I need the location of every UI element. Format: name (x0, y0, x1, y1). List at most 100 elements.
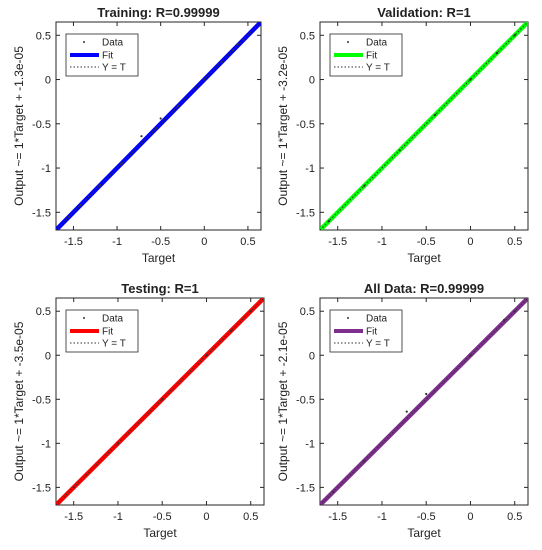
legend-label-fit: Fit (366, 51, 377, 62)
y-tick-label: -1.5 (296, 482, 315, 494)
legend-label-fit: Fit (102, 327, 113, 338)
y-tick-label: -1 (41, 438, 51, 450)
plot-panel-1: -1.5 -1 -0.5 0 0.5 -1.5 -1 -0.5 0 0.5 Training: R=… (12, 5, 262, 265)
data-point (98, 184, 101, 187)
fit-line (56, 22, 261, 230)
x-tick-label: 0 (467, 236, 473, 248)
y-tick-label: 0.5 (300, 30, 315, 42)
legend-label-data: Data (366, 38, 388, 49)
x-tick-label: -0.5 (417, 236, 436, 248)
data-point (469, 354, 472, 357)
data-point (242, 38, 245, 41)
y-tick-label: 0.5 (36, 30, 51, 42)
data-point (363, 459, 366, 463)
data-point (249, 310, 252, 313)
data-point (140, 135, 143, 138)
data-point (503, 318, 506, 322)
legend-label-data: Data (102, 314, 124, 325)
y-tick-label: 0 (45, 75, 51, 87)
data-point (513, 310, 516, 313)
data-point (155, 127, 158, 130)
legend-data-marker (83, 317, 85, 319)
y-axis-label: Output ~= 1*Target + -2.1e-05 (276, 321, 290, 481)
x-tick-label: 0.5 (240, 236, 255, 248)
data-point (495, 51, 499, 55)
legend-label-data: Data (366, 314, 388, 325)
plot-area (56, 22, 261, 230)
plot-area (320, 298, 528, 505)
plot-title: Training: R=0.99999 (97, 5, 219, 20)
x-tick-label: 0 (201, 236, 207, 248)
y-tick-label: -0.5 (296, 119, 315, 131)
data-point (220, 60, 223, 63)
data-point (67, 215, 71, 218)
y-tick-label: 0.5 (36, 306, 51, 318)
y-tick-label: -1 (41, 163, 51, 175)
data-point (79, 204, 82, 207)
plot-panel-2: -1.5 -1 -0.5 0 0.5 -1.5 -1 -0.5 0 0.5 Validation: … (276, 5, 529, 265)
plot-area (320, 22, 528, 230)
x-tick-label: 0.5 (507, 511, 522, 523)
x-tick-label: -0.5 (151, 236, 170, 248)
x-tick-label: 0.5 (507, 236, 522, 248)
data-point (513, 34, 516, 37)
legend-data-marker (83, 41, 85, 43)
x-axis-label: Target (407, 526, 441, 540)
x-tick-label: -1 (377, 511, 387, 523)
legend-label-data: Data (102, 38, 124, 49)
x-tick-label: 0 (203, 511, 209, 523)
y-tick-label: 0 (45, 350, 51, 362)
data-point (116, 442, 120, 445)
y-tick-label: -1.5 (296, 207, 315, 219)
data-point (230, 329, 233, 332)
x-tick-label: -1.5 (64, 236, 83, 248)
y-tick-label: -1 (305, 438, 315, 450)
y-tick-label: 0 (309, 350, 315, 362)
plot-area (56, 298, 264, 505)
x-tick-label: -0.5 (417, 511, 436, 523)
plot-title: All Data: R=0.99999 (364, 281, 484, 296)
y-axis-label: Output ~= 1*Target + -3.5e-05 (12, 321, 26, 481)
y-tick-label: -0.5 (32, 119, 51, 131)
y-tick-label: 0 (309, 75, 315, 87)
fit-line (56, 298, 264, 505)
data-point (405, 410, 408, 413)
identity-line (320, 22, 528, 230)
x-tick-label: -1.5 (328, 236, 347, 248)
x-tick-label: -1 (112, 236, 122, 248)
data-point (120, 162, 123, 165)
legend-label-fit: Fit (366, 327, 377, 338)
legend-label-identity: Y = T (102, 339, 126, 350)
data-point (161, 398, 164, 401)
x-axis-label: Target (143, 526, 177, 540)
data-point (177, 104, 180, 108)
data-point (433, 113, 437, 117)
data-point (363, 184, 366, 187)
data-point (236, 43, 239, 46)
plot-title: Testing: R=1 (121, 281, 198, 296)
fit-line (320, 298, 528, 505)
x-tick-label: -1 (113, 511, 123, 523)
x-axis-label: Target (407, 251, 441, 265)
legend-data-marker (347, 41, 349, 43)
data-point (327, 220, 330, 223)
plot-panel-4: -1.5 -1 -0.5 0 0.5 -1.5 -1 -0.5 0 0.5 All Data: R=… (276, 281, 529, 540)
legend-label-identity: Y = T (366, 339, 390, 350)
data-point (231, 49, 235, 52)
x-tick-label: -1.5 (328, 511, 347, 523)
y-tick-label: 0.5 (300, 306, 315, 318)
plot-panel-3: -1.5 -1 -0.5 0 0.5 -1.5 -1 -0.5 0 0.5 Testing: R=1… (12, 281, 265, 540)
data-point (332, 490, 335, 493)
y-tick-label: -1 (305, 163, 315, 175)
legend-data-marker (347, 317, 349, 319)
data-point (425, 392, 428, 396)
plot-title: Validation: R=1 (377, 5, 471, 20)
x-tick-label: -0.5 (153, 511, 172, 523)
legend-label-fit: Fit (102, 51, 113, 62)
legend-label-identity: Y = T (102, 63, 126, 74)
data-point (159, 117, 162, 120)
